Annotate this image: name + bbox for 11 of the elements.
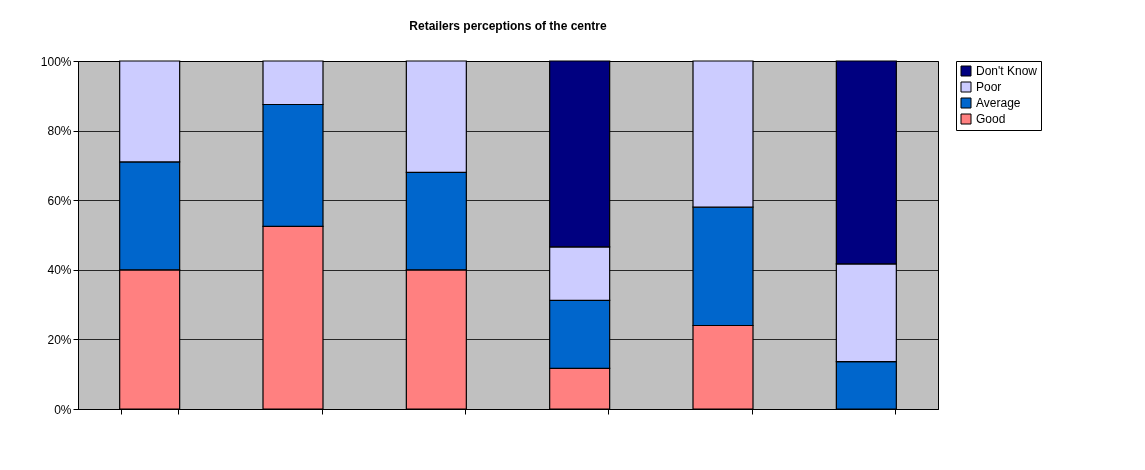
legend-label: Good <box>976 112 1006 126</box>
y-tick-label: 20% <box>47 332 72 347</box>
y-tick-label: 40% <box>47 263 72 278</box>
y-tick-label: 60% <box>47 193 72 208</box>
y-tick-label: 100% <box>40 54 72 69</box>
chart-title: Retailers perceptions of the centre <box>409 19 608 33</box>
y-tick-label: 0% <box>54 402 72 417</box>
legend-label: Poor <box>976 80 1002 94</box>
legend-label: Average <box>976 96 1021 110</box>
y-tick-label: 80% <box>47 124 72 139</box>
legend-label: Don't Know <box>976 64 1038 78</box>
